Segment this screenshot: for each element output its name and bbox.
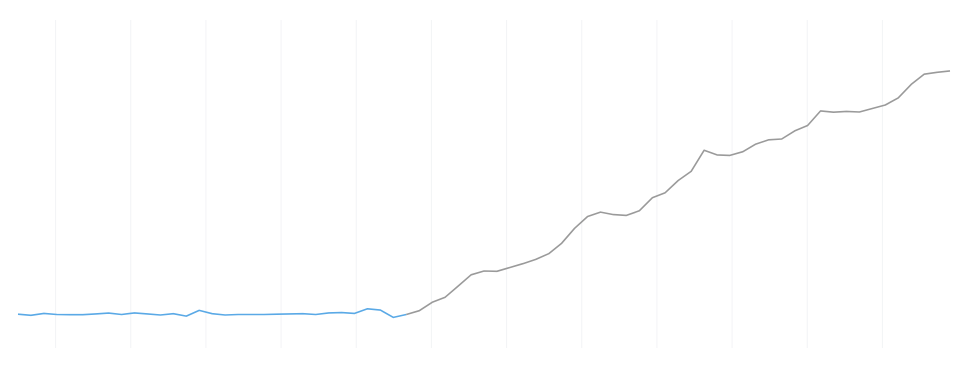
series-lines [17, 70, 951, 319]
series-line [406, 70, 951, 316]
gridlines [55, 20, 883, 348]
series-line-highlighted [17, 308, 407, 319]
